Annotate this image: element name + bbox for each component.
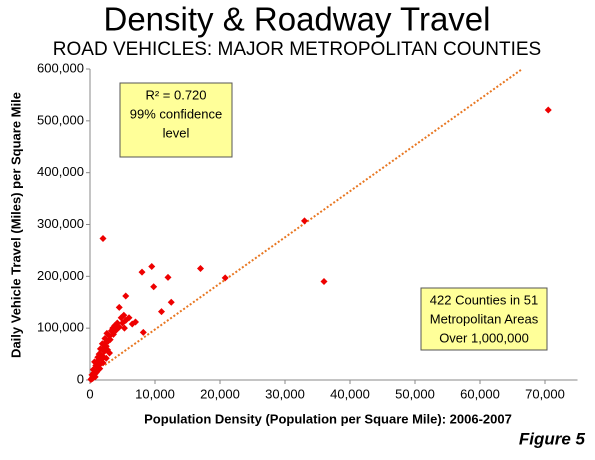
y-tick-label: 500,000 [37, 112, 84, 127]
point [158, 308, 165, 316]
annotation-text: Over 1,000,000 [439, 330, 529, 345]
point [106, 336, 114, 344]
point [164, 273, 172, 281]
point [301, 217, 308, 225]
annotation-box [119, 82, 233, 158]
point [125, 314, 133, 322]
x-tick-label: 50,000 [395, 386, 435, 401]
point [120, 324, 128, 332]
y-tick-label: 0 [77, 371, 84, 386]
annotation-text: Metropolitan Areas [430, 311, 539, 326]
point [93, 359, 100, 367]
annotation-text: R² = 0.720 [145, 87, 206, 102]
x-tick-label: 70,000 [525, 386, 565, 401]
point [150, 283, 158, 291]
annotation-text: 99% confidence [130, 106, 223, 121]
point [87, 375, 95, 383]
chart-title: Density & Roadway Travel [104, 1, 491, 38]
point [197, 265, 204, 273]
point [115, 303, 123, 311]
point [102, 354, 110, 362]
trendline [104, 68, 523, 366]
x-tick-label: 0 [86, 386, 93, 401]
point [544, 106, 552, 114]
x-tick-label: 20,000 [200, 386, 240, 401]
point [138, 268, 146, 276]
point [90, 369, 98, 377]
chart-subtitle: ROAD VEHICLES: MAJOR METROPOLITAN COUNTI… [53, 39, 541, 60]
point [167, 298, 175, 306]
x-tick-label: 60,000 [460, 386, 500, 401]
x-tick-label: 40,000 [330, 386, 370, 401]
annotation-text: level [163, 125, 190, 140]
point [132, 318, 139, 326]
annotation-box [420, 287, 548, 351]
x-tick-label: 10,000 [135, 386, 175, 401]
point [115, 323, 123, 331]
y-axis-label: Daily Vehicle Travel (Miles) per Square … [8, 92, 23, 358]
point [96, 365, 104, 373]
point [103, 329, 111, 337]
point [94, 353, 102, 361]
y-tick-label: 600,000 [37, 60, 84, 75]
x-axis-label: Population Density (Population per Squar… [144, 411, 512, 426]
point [139, 328, 147, 336]
point [99, 234, 107, 242]
point [120, 311, 128, 319]
point [102, 339, 110, 347]
annotation-text: 422 Counties in 51 [430, 292, 538, 307]
y-tick-label: 300,000 [37, 216, 84, 231]
y-tick-label: 100,000 [37, 320, 84, 335]
point [148, 262, 156, 270]
y-tick-label: 200,000 [37, 268, 84, 283]
point [122, 292, 130, 300]
point [221, 274, 229, 282]
point [320, 278, 328, 286]
y-tick-label: 400,000 [37, 164, 84, 179]
x-tick-label: 30,000 [265, 386, 305, 401]
figure-label: Figure 5 [519, 429, 586, 448]
point [106, 349, 113, 357]
point [99, 359, 107, 367]
